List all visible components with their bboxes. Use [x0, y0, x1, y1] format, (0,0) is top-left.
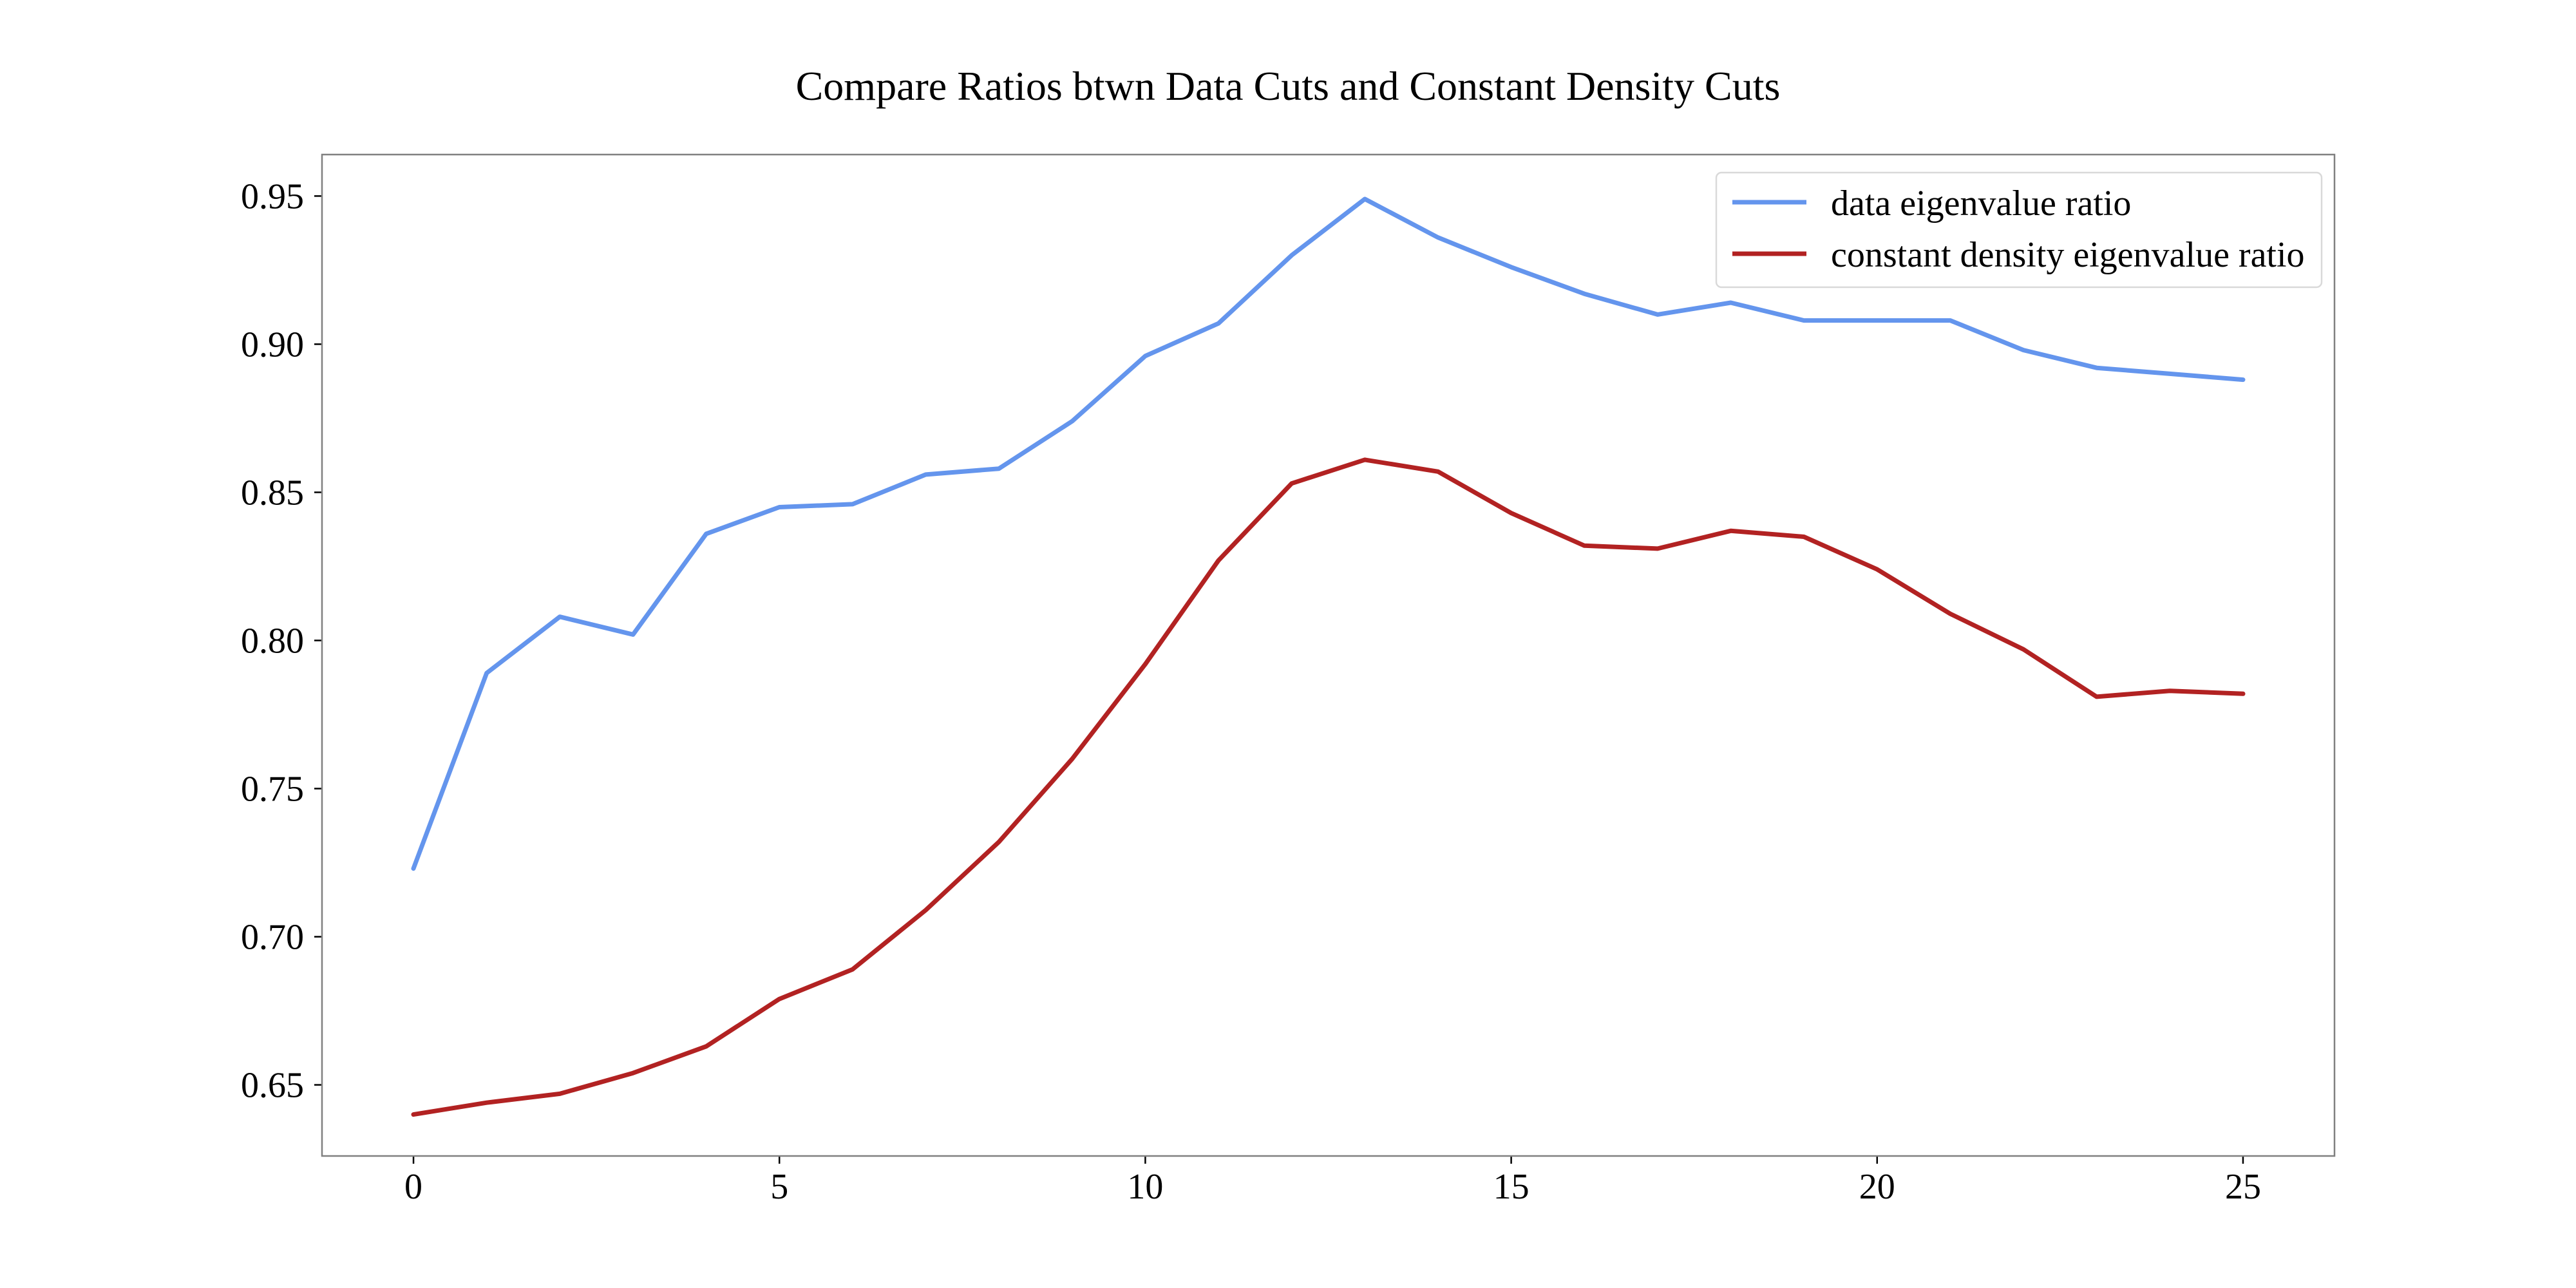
legend-label-constant-density: constant density eigenvalue ratio [1831, 235, 2305, 275]
x-tick-label: 10 [1127, 1167, 1163, 1207]
chart-title: Compare Ratios btwn Data Cuts and Consta… [796, 63, 1781, 109]
x-tick-label: 0 [404, 1167, 422, 1207]
y-tick-label: 0.85 [241, 473, 304, 513]
legend-label-data: data eigenvalue ratio [1831, 184, 2131, 223]
x-tick-label: 25 [2225, 1167, 2261, 1207]
series-lines [411, 196, 2246, 1117]
y-tick-label: 0.95 [241, 176, 304, 216]
x-tick-label: 5 [770, 1167, 788, 1207]
series-line-0 [411, 196, 2246, 871]
series-line-1 [411, 457, 2246, 1117]
y-tick-label: 0.75 [241, 770, 304, 810]
legend: data eigenvalue ratio constant density e… [1715, 171, 2323, 289]
x-tick-label: 20 [1859, 1167, 1895, 1207]
plot-frame [321, 153, 2336, 1157]
x-tick-label: 15 [1493, 1167, 1530, 1207]
y-tick-label: 0.80 [241, 621, 304, 661]
y-tick-label: 0.90 [241, 325, 304, 365]
legend-box [1715, 171, 2323, 289]
y-tick-label: 0.65 [241, 1066, 304, 1106]
y-tick-label: 0.70 [241, 918, 304, 958]
axis-ticks: 0 5 10 15 20 25 0.65 0.70 0.75 0.80 0.85 0.90 0.95 [241, 176, 2261, 1207]
